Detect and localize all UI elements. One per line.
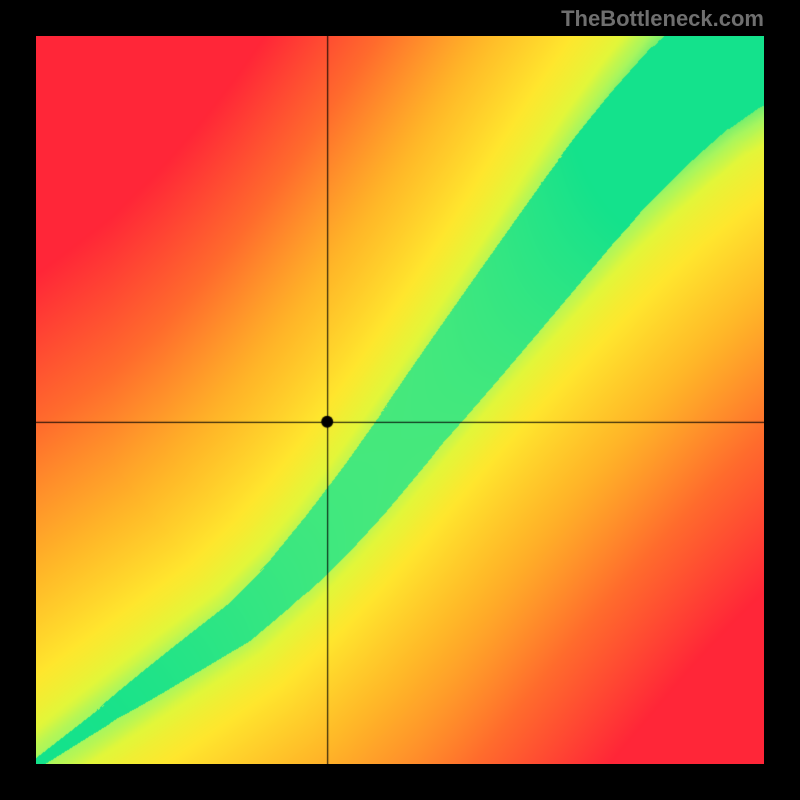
outer-frame: TheBottleneck.com [0, 0, 800, 800]
watermark-text: TheBottleneck.com [561, 6, 764, 32]
heatmap-canvas [36, 36, 764, 764]
plot-area [36, 36, 764, 764]
